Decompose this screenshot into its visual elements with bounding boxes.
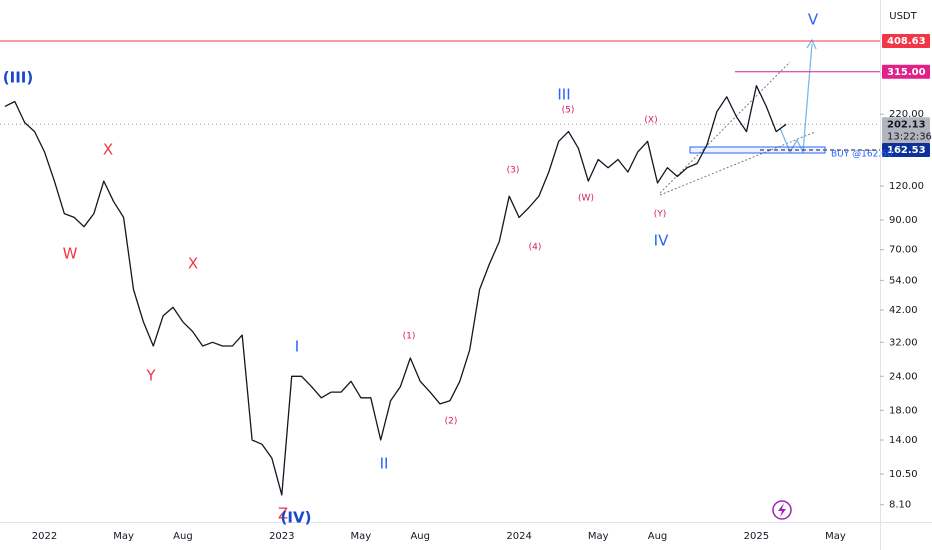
currency-label: USDT <box>889 11 917 22</box>
wave-label: X <box>103 141 113 159</box>
wave-label: (4) <box>529 243 542 253</box>
x-tick-label: Aug <box>648 531 668 542</box>
wave-label: (III) <box>3 69 33 87</box>
x-tick-label: May <box>351 531 372 542</box>
wave-label: V <box>808 11 819 29</box>
buy-zone <box>689 146 826 154</box>
x-tick-label: May <box>588 531 609 542</box>
price-line <box>4 85 787 496</box>
wave-label: IV <box>654 232 669 250</box>
y-tick-label: 14.00 <box>889 435 918 446</box>
price-label-box <box>882 34 930 49</box>
x-tick-label: 2025 <box>744 531 769 542</box>
price-label: 162.53 <box>887 145 926 156</box>
y-tick-label: 120.00 <box>889 181 924 192</box>
price-label-box <box>882 143 930 158</box>
wave-label: X <box>188 255 198 273</box>
x-tick-label: 2022 <box>32 531 57 542</box>
projection-path <box>779 43 813 155</box>
y-tick-label: 32.00 <box>889 337 918 348</box>
wave-label: (IV) <box>281 509 312 527</box>
wave-label: I <box>295 338 299 356</box>
y-tick-label: 10.50 <box>889 469 918 480</box>
lightning-glyph <box>778 503 786 517</box>
wave-label: II <box>380 455 389 473</box>
channel-upper <box>659 61 791 194</box>
price-label-box <box>882 64 930 79</box>
projection-arrow <box>806 38 817 50</box>
wave-label: (3) <box>507 166 520 176</box>
x-tick-label: Aug <box>173 531 193 542</box>
y-tick-label: 8.10 <box>889 500 911 511</box>
wave-label: W <box>63 245 78 263</box>
wave-label: Y <box>145 367 156 385</box>
lightning-icon[interactable] <box>772 500 792 520</box>
x-tick-label: 2023 <box>269 531 294 542</box>
countdown-label: 13:22:36 <box>887 131 932 142</box>
y-tick-label: 54.00 <box>889 275 918 286</box>
wave-label: Z <box>278 505 288 523</box>
y-tick-label: 18.00 <box>889 405 918 416</box>
x-tick-label: Aug <box>410 531 430 542</box>
y-tick-label: 90.00 <box>889 215 918 226</box>
buy-label: BUY @162.60 <box>831 149 893 159</box>
price-label: 202.13 <box>887 119 926 130</box>
y-tick-label: 220.00 <box>889 109 924 120</box>
wave-label: (2) <box>445 417 458 427</box>
price-label: 408.63 <box>887 36 926 47</box>
x-tick-label: 2024 <box>506 531 531 542</box>
x-tick-label: May <box>113 531 134 542</box>
wave-label: (X) <box>644 116 657 126</box>
y-tick-label: 24.00 <box>889 371 918 382</box>
x-tick-label: May <box>825 531 846 542</box>
price-label: 315.00 <box>887 67 926 78</box>
wave-label: (Y) <box>654 210 667 220</box>
wave-label: (1) <box>403 332 416 342</box>
y-tick-label: 70.00 <box>889 245 918 256</box>
price-label-box <box>882 117 930 144</box>
wave-label: III <box>557 86 570 104</box>
wave-label: (W) <box>578 194 594 204</box>
wave-label: (5) <box>562 106 575 116</box>
y-tick-label: 42.00 <box>889 305 918 316</box>
